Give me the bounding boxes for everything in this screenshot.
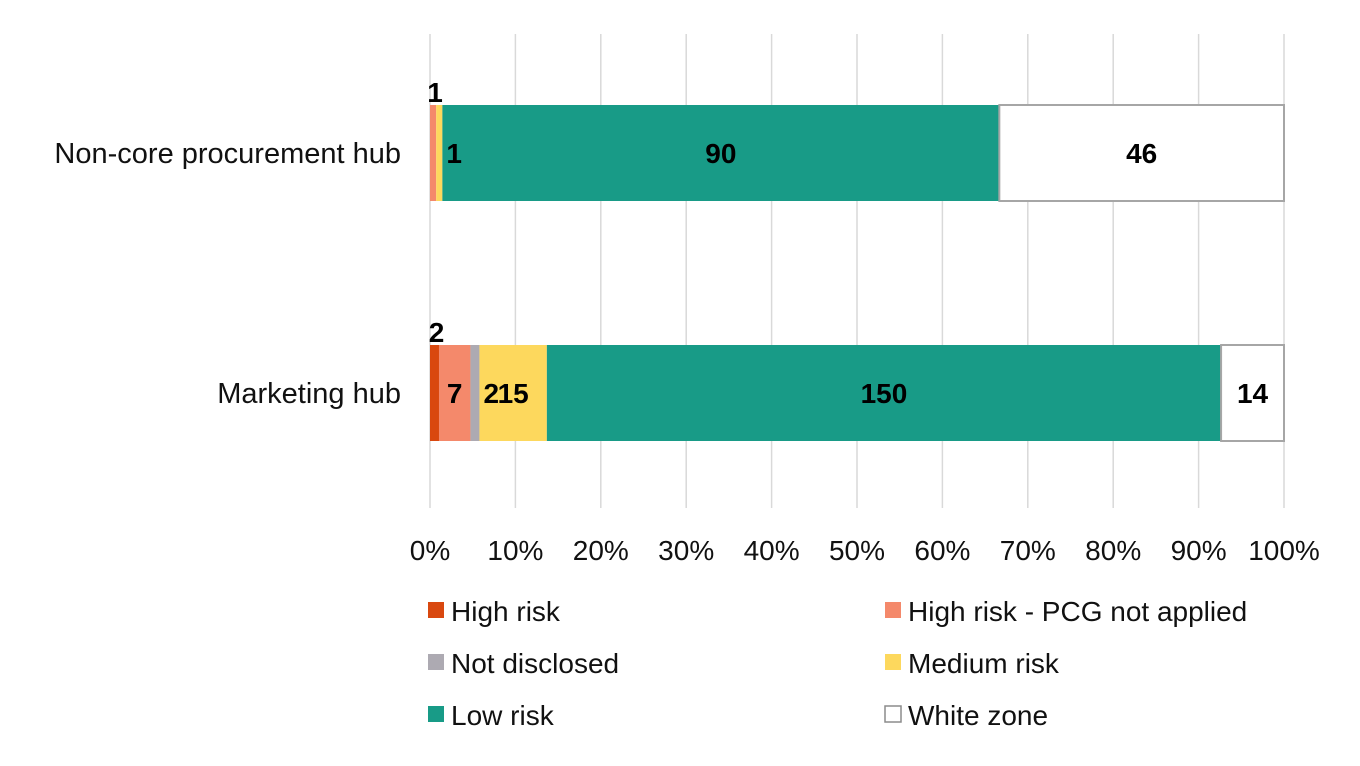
bar-segment	[438, 345, 471, 441]
legend-label: High risk	[451, 596, 561, 627]
data-label: 2	[429, 317, 445, 348]
x-tick-label: 50%	[829, 535, 885, 566]
x-tick-label: 20%	[573, 535, 629, 566]
legend-swatch	[428, 706, 444, 722]
bar-segment	[546, 345, 1222, 441]
bar-segment	[442, 105, 1000, 201]
legend-swatch	[428, 602, 444, 618]
data-label: 90	[705, 138, 736, 169]
x-tick-label: 80%	[1085, 535, 1141, 566]
legend-item: High risk - PCG not applied	[885, 596, 1247, 627]
bar-segment	[430, 345, 439, 441]
x-tick-label: 60%	[914, 535, 970, 566]
bars: 90 46 11 7 15 150 14 2 2	[427, 77, 1286, 442]
x-tick-label: 0%	[410, 535, 450, 566]
data-label: 7	[447, 378, 463, 409]
data-label: 2	[483, 378, 499, 409]
x-tick-label: 40%	[744, 535, 800, 566]
bar-segment	[1220, 344, 1286, 442]
data-label: 15	[498, 378, 529, 409]
legend-label: Low risk	[451, 700, 555, 731]
legend-item: Low risk	[428, 700, 555, 731]
legend-label: Medium risk	[908, 648, 1060, 679]
data-label: 1	[427, 77, 443, 108]
category-axis: Non-core procurement hub Marketing hub	[54, 138, 401, 410]
category-label: Marketing hub	[217, 378, 401, 410]
x-tick-label: 90%	[1171, 535, 1227, 566]
legend-swatch	[884, 705, 902, 723]
legend-item: White zone	[884, 700, 1048, 731]
legend-label: White zone	[908, 700, 1048, 731]
data-label: 14	[1237, 378, 1269, 409]
x-tick-label: 30%	[658, 535, 714, 566]
legend-item: Medium risk	[885, 648, 1060, 679]
legend-item: High risk	[428, 596, 561, 627]
bar-segment	[479, 345, 547, 441]
data-label: 150	[861, 378, 908, 409]
bar-segment	[470, 345, 480, 441]
data-label: 46	[1126, 138, 1157, 169]
data-label: 1	[446, 138, 462, 169]
bar-segment	[998, 104, 1285, 202]
legend-label: Not disclosed	[451, 648, 619, 679]
bar-segment	[436, 105, 443, 201]
legend-label: High risk - PCG not applied	[908, 596, 1247, 627]
legend-swatch	[885, 602, 901, 618]
legend: High risk High risk - PCG not applied Not …	[428, 596, 1247, 731]
bar-segment	[430, 105, 437, 201]
legend-item: Not disclosed	[428, 648, 619, 679]
x-tick-label: 70%	[1000, 535, 1056, 566]
category-label: Non-core procurement hub	[54, 138, 401, 170]
value-axis: 0% 10% 20% 30% 40% 50% 60% 70% 80% 90% 100%	[410, 535, 1320, 566]
x-tick-label: 100%	[1248, 535, 1320, 566]
x-tick-label: 10%	[487, 535, 543, 566]
legend-swatch	[428, 654, 444, 670]
legend-swatch	[885, 654, 901, 670]
